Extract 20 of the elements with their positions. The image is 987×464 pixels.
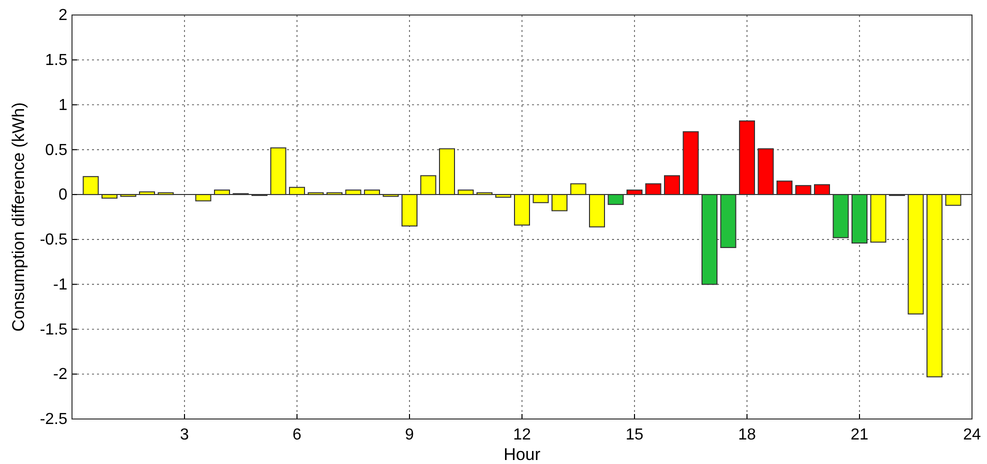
y-tick-label: 1 <box>58 96 68 114</box>
x-tick-label: 12 <box>513 426 531 444</box>
y-tick-label: -2.5 <box>40 411 68 428</box>
x-tick-label: 21 <box>850 426 868 444</box>
x-tick-label: 6 <box>292 426 302 444</box>
y-tick-label: 1.5 <box>45 52 68 70</box>
y-tick-label: 0 <box>58 186 68 204</box>
y-tick-label: -1.5 <box>40 321 68 338</box>
x-tick-label: 3 <box>180 426 190 444</box>
y-axis-title: Consumption difference (kWh) <box>9 102 28 332</box>
x-tick-label: 15 <box>626 426 644 444</box>
y-tick-label: -1 <box>53 276 68 294</box>
x-axis-title: Hour <box>504 445 541 464</box>
x-tick-label: 18 <box>738 426 756 444</box>
x-tick-label: 9 <box>405 426 414 444</box>
y-tick-label: -2 <box>53 366 68 384</box>
x-tick-label: 24 <box>963 426 981 444</box>
y-tick-label: 2 <box>58 7 68 24</box>
y-tick-label: 0.5 <box>45 142 68 159</box>
y-tick-label: -0.5 <box>40 232 68 249</box>
